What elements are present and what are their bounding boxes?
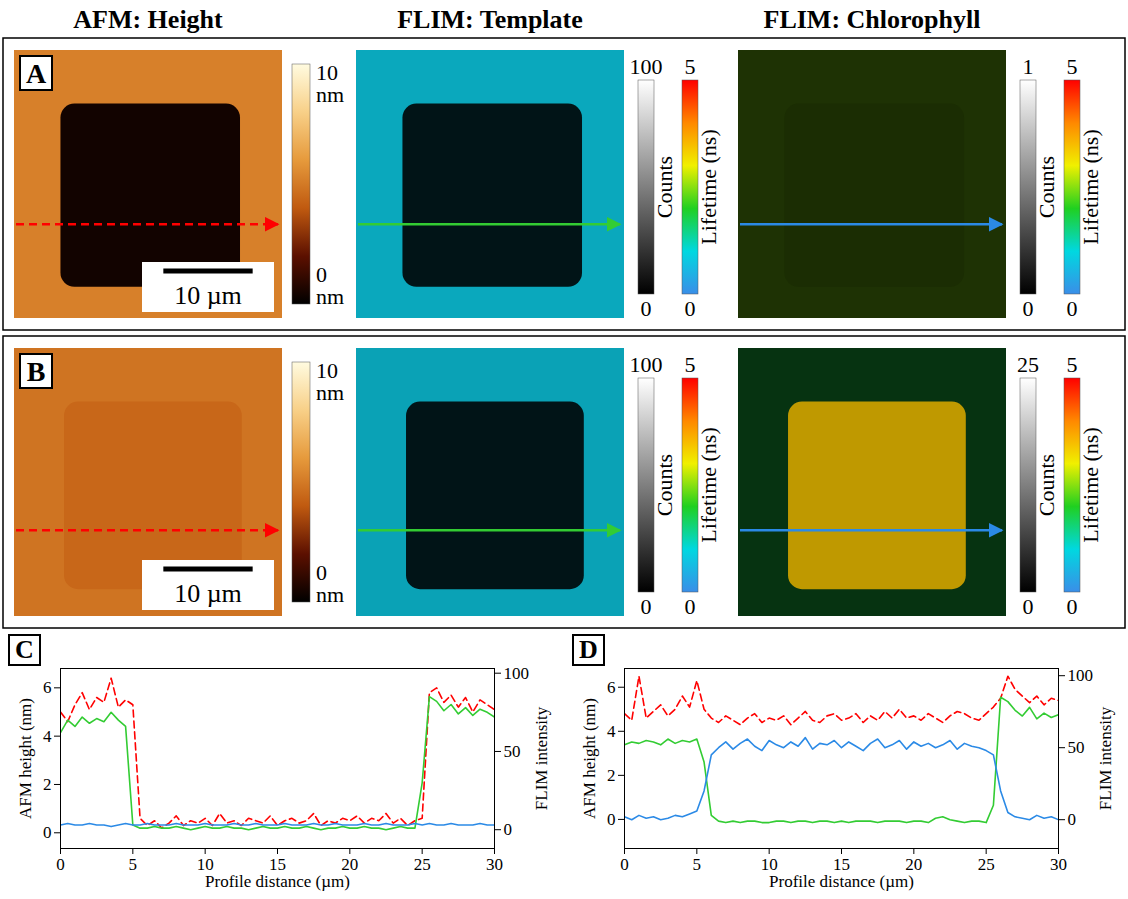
svg-text:100: 100 — [630, 54, 663, 79]
svg-text:5: 5 — [1067, 352, 1078, 377]
svg-text:nm: nm — [316, 380, 344, 405]
svg-text:0: 0 — [1067, 296, 1078, 321]
svg-text:5: 5 — [685, 54, 696, 79]
svg-text:10 µm: 10 µm — [174, 281, 242, 310]
svg-text:AFM height (nm): AFM height (nm) — [16, 698, 35, 819]
svg-text:5: 5 — [693, 855, 702, 874]
svg-text:50: 50 — [504, 742, 521, 761]
svg-text:15: 15 — [833, 854, 850, 874]
svg-text:0: 0 — [620, 855, 629, 874]
svg-text:FLIM: Chlorophyll: FLIM: Chlorophyll — [764, 5, 981, 34]
svg-text:10: 10 — [196, 854, 214, 874]
svg-text:AFM height (nm): AFM height (nm) — [580, 698, 599, 819]
svg-text:Profile distance (µm): Profile distance (µm) — [205, 872, 350, 891]
svg-text:FLIM: Template: FLIM: Template — [397, 5, 583, 34]
svg-text:Counts: Counts — [652, 156, 677, 218]
svg-text:100: 100 — [504, 664, 530, 683]
svg-text:0: 0 — [1068, 810, 1077, 829]
svg-text:6: 6 — [43, 678, 52, 697]
svg-text:10: 10 — [316, 358, 338, 383]
svg-text:10: 10 — [760, 854, 778, 874]
svg-text:0: 0 — [43, 823, 52, 842]
svg-text:50: 50 — [1068, 738, 1085, 757]
svg-text:25: 25 — [978, 855, 995, 874]
svg-text:0: 0 — [316, 262, 327, 287]
svg-text:nm: nm — [316, 284, 344, 309]
svg-text:FLIM intensity: FLIM intensity — [1096, 706, 1115, 810]
svg-text:4: 4 — [607, 722, 616, 741]
svg-text:30: 30 — [1050, 855, 1067, 874]
svg-text:20: 20 — [905, 854, 923, 874]
svg-text:0: 0 — [56, 855, 65, 874]
svg-text:Lifetime (ns): Lifetime (ns) — [696, 129, 721, 244]
svg-text:100: 100 — [630, 352, 663, 377]
html-text:D: D — [579, 635, 598, 664]
svg-text:0: 0 — [1023, 594, 1034, 619]
svg-text:0: 0 — [1067, 594, 1078, 619]
svg-text:Counts: Counts — [1034, 156, 1059, 218]
svg-text:Profile distance (µm): Profile distance (µm) — [769, 872, 914, 891]
svg-text:0: 0 — [607, 810, 616, 829]
svg-text:Counts: Counts — [652, 454, 677, 516]
svg-text:100: 100 — [1068, 666, 1094, 685]
svg-text:15: 15 — [269, 854, 286, 874]
svg-text:10: 10 — [316, 60, 338, 85]
html-text:C: C — [15, 635, 34, 664]
svg-text:1: 1 — [1023, 54, 1034, 79]
svg-text:2: 2 — [43, 775, 52, 794]
svg-text:4: 4 — [43, 727, 52, 746]
svg-text:AFM: Height: AFM: Height — [73, 5, 223, 34]
svg-text:B: B — [27, 356, 46, 387]
svg-text:5: 5 — [685, 352, 696, 377]
svg-text:2: 2 — [607, 766, 616, 785]
svg-text:30: 30 — [486, 855, 503, 874]
svg-text:0: 0 — [316, 560, 327, 585]
svg-text:Lifetime (ns): Lifetime (ns) — [1078, 129, 1103, 244]
svg-text:Lifetime (ns): Lifetime (ns) — [696, 427, 721, 542]
svg-text:5: 5 — [129, 855, 138, 874]
svg-text:Counts: Counts — [1034, 454, 1059, 516]
svg-text:0: 0 — [1023, 296, 1034, 321]
svg-text:25: 25 — [414, 855, 431, 874]
svg-text:0: 0 — [641, 594, 652, 619]
svg-text:25: 25 — [1017, 352, 1039, 377]
svg-text:Lifetime (ns): Lifetime (ns) — [1078, 427, 1103, 542]
svg-text:5: 5 — [1067, 54, 1078, 79]
svg-text:0: 0 — [641, 296, 652, 321]
svg-text:FLIM intensity: FLIM intensity — [532, 706, 551, 810]
svg-text:20: 20 — [341, 854, 359, 874]
svg-text:0: 0 — [685, 594, 696, 619]
svg-text:nm: nm — [316, 582, 344, 607]
svg-text:6: 6 — [607, 678, 616, 697]
svg-text:0: 0 — [685, 296, 696, 321]
svg-text:nm: nm — [316, 82, 344, 107]
svg-text:10 µm: 10 µm — [174, 579, 242, 608]
svg-text:0: 0 — [504, 820, 513, 839]
svg-text:A: A — [26, 58, 47, 89]
